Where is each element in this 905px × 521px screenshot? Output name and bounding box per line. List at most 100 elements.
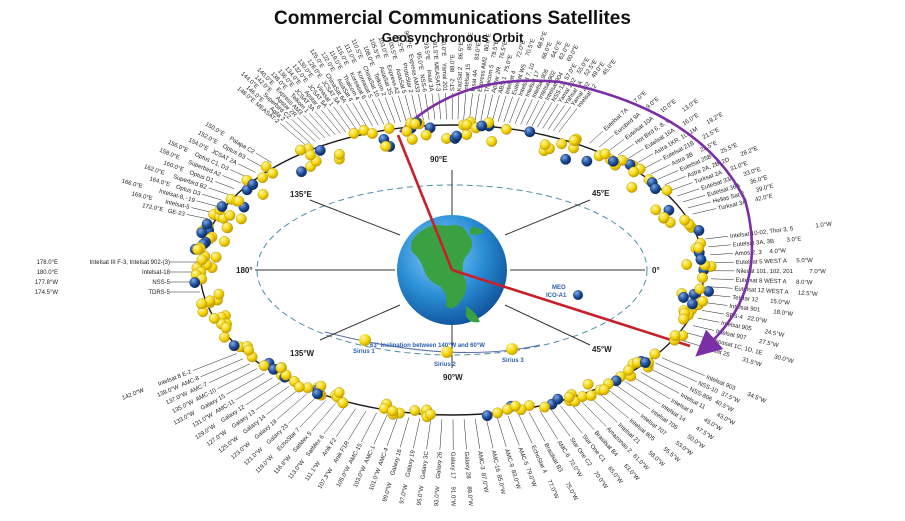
- longitude-label: 19.2°E: [706, 112, 725, 126]
- longitude-label: 172.0°E: [142, 203, 164, 213]
- satellite-name: AMC-6: [555, 440, 570, 460]
- satellite-yellow-marker: [257, 189, 269, 200]
- satellite-name: Eutelsat 12 WEST A: [734, 286, 789, 296]
- satellite-yellow-marker: [598, 384, 610, 396]
- sirius-1-marker: [359, 334, 371, 346]
- satellite-yellow-marker: [219, 331, 230, 343]
- satellite-yellow-marker: [387, 405, 398, 417]
- satellite-yellow-marker: [196, 298, 208, 310]
- satellite-name: AMC-16: [490, 450, 501, 473]
- satellite-blue-marker: [312, 388, 323, 400]
- satellite-yellow-marker: [678, 313, 689, 325]
- longitude-label: 96.5°E: [402, 30, 411, 49]
- satellite-name: Galaxy 3C: [420, 450, 430, 479]
- satellite-name: AMC-3: [476, 451, 485, 471]
- satellite-yellow-marker: [409, 118, 421, 130]
- longitude-label: 34.5°W: [746, 392, 767, 405]
- longitude-label: 58.0°W: [647, 450, 666, 468]
- satellite-label: Galaxy 17 91.0°W: [449, 452, 455, 507]
- satellite-name: AMC-15: [348, 442, 364, 465]
- longitude-label: 142.0°W: [121, 388, 145, 402]
- satellite-blue-marker: [216, 201, 228, 212]
- satellite-name: Express AM2: [478, 56, 489, 93]
- direction-spokes: [255, 170, 645, 368]
- longitude-label: 174.5°W: [35, 290, 58, 296]
- satellite-blue-marker: [552, 393, 564, 405]
- satellite-name: Intelsat 901: [729, 304, 761, 314]
- satellite-yellow-marker: [628, 166, 640, 178]
- satellite-name: Galaxy 19: [405, 449, 417, 477]
- longitude-label: 105.0°W: [336, 465, 352, 489]
- longitude-label: 7.0°W: [809, 269, 826, 275]
- satellite-name: GE-23: [167, 209, 186, 219]
- satellite-name: Galaxy 17: [449, 452, 455, 480]
- satellite-name: ST-2: [450, 78, 456, 91]
- longitude-label: 162.0°E: [143, 164, 165, 177]
- meo-satellite: [573, 290, 583, 300]
- satellite-blue-marker: [560, 153, 572, 165]
- satellite-blue-marker: [581, 155, 593, 167]
- longitude-label: 65.0°W: [606, 466, 623, 485]
- satellite-yellow-marker: [220, 322, 232, 334]
- label-90e: 90°E: [430, 155, 448, 164]
- page-subtitle: Geosynchronous Orbit: [381, 30, 524, 45]
- satellite-yellow-marker: [260, 161, 272, 173]
- longitude-label: 9.0°E: [645, 96, 660, 110]
- satellite-yellow-marker: [235, 213, 247, 225]
- satellite-label: Insat 4A 83.0°E: [471, 42, 483, 92]
- satellite-name: SES-4: [725, 312, 744, 321]
- satellite-yellow-marker: [681, 259, 693, 270]
- longitude-label: 177.8°W: [35, 280, 58, 286]
- longitude-label: 91.5°E: [431, 42, 438, 60]
- label-0: 0°: [652, 266, 660, 275]
- satellite-yellow-marker: [556, 138, 568, 150]
- longitude-label: 25.5°E: [720, 143, 739, 156]
- longitude-label: 31.0°E: [730, 161, 749, 173]
- satellite-label: Eutelsat 3A, 3B 3.0°E: [733, 236, 802, 248]
- longitude-label: 55.5°W: [662, 447, 681, 465]
- satellite-label: Eutelsat 12 WEST A 12.5°W: [734, 286, 818, 297]
- longitude-label: 85.0°E: [467, 32, 474, 51]
- red-pointer-lines: [396, 134, 691, 348]
- longitude-label: 89.0°W: [466, 486, 474, 506]
- longitude-label: 77.0°W: [545, 479, 559, 500]
- longitude-label: 3.0°E: [786, 236, 801, 243]
- satellite-yellow-marker: [658, 212, 670, 223]
- satellite-yellow-marker: [500, 123, 512, 135]
- satellite-blue-marker: [247, 179, 259, 190]
- satellite-yellow-marker: [694, 283, 706, 295]
- satellite-label: MEASAT-3 91.5°E: [431, 42, 441, 93]
- satellite-blue-marker: [524, 126, 536, 138]
- satellite-label: Galaxy 28 89.0°W: [463, 451, 473, 506]
- satellite-yellow-marker: [295, 144, 306, 156]
- satellite-label: Amos 2, 3 4.0°W: [735, 248, 787, 257]
- satellite-name: ABS-1: [498, 75, 509, 94]
- satellite-label: ABS-1 75.0°E: [498, 54, 514, 94]
- satellite-name: KazSat 2: [457, 66, 464, 91]
- satellite-yellow-marker: [257, 172, 269, 184]
- longitude-label: 75.0°E: [504, 54, 515, 73]
- satellite-label: NSS-6 95.0°E: [415, 52, 427, 93]
- longitude-label: 79.0°W: [524, 467, 537, 488]
- longitude-label: 16.0°E: [682, 113, 700, 128]
- satellite-name: Nilesat 101, 102, 201: [736, 269, 793, 275]
- longitude-label: 28.2°E: [740, 146, 759, 158]
- satellite-blue-marker: [189, 277, 201, 288]
- longitude-label: 83.0°W: [509, 469, 521, 490]
- longitude-label: 169.0°E: [131, 191, 153, 202]
- satellite-name: AMC-9: [503, 448, 514, 468]
- satellite-name: TDRS-5: [148, 290, 170, 296]
- leader-lines: [170, 93, 735, 450]
- longitude-label: 70.0°W: [592, 471, 609, 491]
- longitude-label: 83.0°E: [474, 42, 482, 61]
- satellite-yellow-marker: [649, 348, 661, 360]
- satellite-yellow-marker: [267, 167, 279, 179]
- satellite-name: NSS-5: [152, 280, 170, 286]
- satellite-yellow-marker: [568, 135, 580, 146]
- satellite-name: Intelsat-5: [165, 199, 191, 211]
- satellite-yellow-marker: [661, 184, 673, 196]
- satellite-yellow-marker: [406, 134, 418, 145]
- satellite-yellow-marker: [461, 119, 473, 131]
